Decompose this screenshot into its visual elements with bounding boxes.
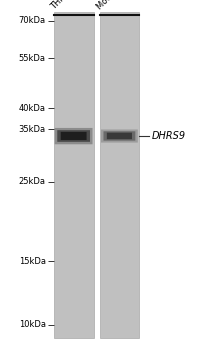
FancyBboxPatch shape — [101, 130, 138, 142]
FancyBboxPatch shape — [107, 133, 132, 139]
FancyBboxPatch shape — [103, 131, 135, 141]
Text: 55kDa: 55kDa — [19, 54, 46, 63]
Text: 25kDa: 25kDa — [19, 177, 46, 186]
Text: 10kDa: 10kDa — [19, 320, 46, 329]
Text: 70kDa: 70kDa — [19, 16, 46, 25]
Bar — [54, 12, 94, 338]
FancyBboxPatch shape — [57, 130, 90, 142]
Text: THP-1: THP-1 — [49, 0, 73, 11]
Bar — [100, 12, 139, 338]
FancyBboxPatch shape — [61, 132, 87, 140]
Text: DHRS9: DHRS9 — [151, 131, 185, 141]
Text: Mouse trachea: Mouse trachea — [95, 0, 145, 11]
Text: 15kDa: 15kDa — [19, 257, 46, 266]
FancyBboxPatch shape — [55, 128, 93, 144]
Text: 40kDa: 40kDa — [19, 104, 46, 113]
Text: 35kDa: 35kDa — [19, 125, 46, 134]
